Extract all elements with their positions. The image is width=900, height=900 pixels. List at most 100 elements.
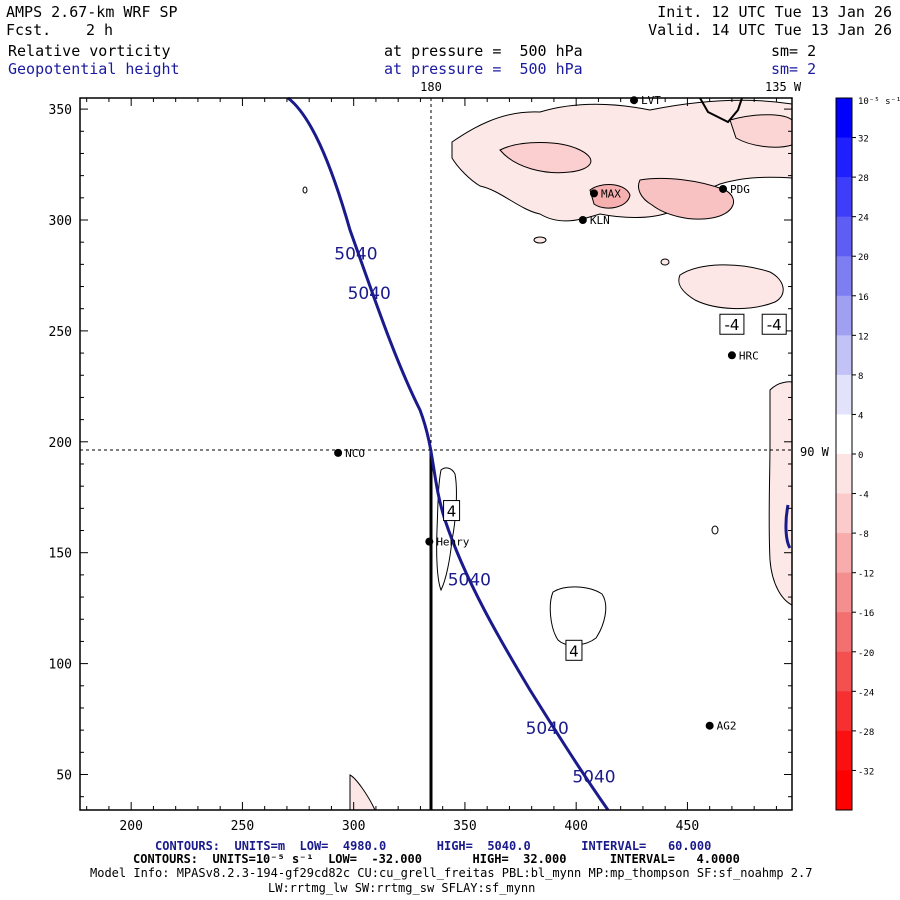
height-contour-5040 [287,96,610,811]
colorbar-band [836,730,852,771]
lon-90w-label: 90 W [800,445,830,459]
height-label: 5040 [334,244,377,264]
colorbar-band [836,374,852,415]
y-tick-label: 50 [56,769,72,784]
lon-180-label: 180 [420,80,442,94]
colorbar-tick-label: -28 [858,728,874,738]
y-tick-label: 350 [49,103,72,118]
valid-time: Valid. 14 UTC Tue 13 Jan 26 [648,21,892,39]
lon-135w-label: 135 W [765,80,802,94]
colorbar-band [836,770,852,811]
vorticity-label: 4 [569,642,579,660]
colorbar: 32 28 24 20 16 12 8 4 0 -4 -8 -12 -16 -20 -24 -28 -32 [835,97,874,811]
height-label: 5040 [572,768,615,788]
vorticity-label: -4 [767,316,782,334]
colorbar-tick-label: -16 [858,609,874,619]
colorbar-tick-label: 28 [858,174,869,184]
colorbar-tick-label: 20 [858,253,869,263]
vorticity-label: 4 [447,503,457,521]
field2-level: at pressure = 500 hPa [384,60,583,78]
y-tick-label: 250 [49,325,72,340]
vorticity-label-box [443,500,461,522]
height-label: 5040 [348,284,391,304]
colorbar-tick-label: 32 [858,135,869,145]
field2-name: Geopotential height [8,60,180,78]
coastline [699,97,743,124]
colorbar-tick-label: -24 [858,688,874,698]
height-label: 5040 [448,570,491,590]
x-axis: 200 250 300 350 400 450 [86,98,777,834]
colorbar-tick-label: 24 [858,214,869,224]
field1-name: Relative vorticity [8,42,171,60]
footer-height-contours: CONTOURS: UNITS=m LOW= 4980.0 HIGH= 5040… [155,839,712,853]
colorbar-tick-label: -8 [858,530,869,540]
colorbar-tick-label: 8 [858,372,863,382]
init-time: Init. 12 UTC Tue 13 Jan 26 [657,3,892,21]
colorbar-tick-label: -20 [858,649,874,659]
vorticity-label: -4 [724,316,739,334]
plot-frame [79,97,793,811]
station-label: NCO [345,447,365,460]
colorbar-tick-label: 4 [858,411,863,421]
colorbar-tick-label: 12 [858,332,869,342]
colorbar-band [836,651,852,692]
colorbar-band [836,612,852,653]
station-label: LVT [641,94,661,107]
station-dot [334,448,343,457]
colorbar-band [836,533,852,574]
colorbar-band [836,177,852,218]
forecast-hour: 2 h [86,21,114,39]
vorticity-label-box [565,639,583,661]
y-tick-label: 200 [49,436,72,451]
field2-smoothing: sm= 2 [771,60,817,78]
station-label: MAX [601,187,621,200]
station-label: KLN [590,214,610,227]
footer-vorticity-contours: CONTOURS: UNITS=10⁻⁵ s⁻¹ LOW= -32.000 HI… [133,852,740,866]
colorbar-band [836,256,852,297]
colorbar-band [836,335,852,376]
height-contour-labels: 5040 5040 5040 5040 5040 [334,244,615,787]
plot-area [80,98,792,810]
y-tick-label: 300 [49,214,72,229]
station-label: PDG [730,183,750,196]
station-dot [425,537,434,546]
x-tick-label: 200 [119,819,142,834]
colorbar-tick-label: -4 [858,491,869,501]
vorticity-contour-labels: 4 4 -4 -4 [443,313,787,661]
colorbar-band [836,414,852,455]
x-tick-label: 350 [453,819,476,834]
station-markers: NCO Henry KLN MAX PDG LVT HRC AG2 [334,94,759,733]
station-label: Henry [436,536,469,549]
y-tick-label: 150 [49,547,72,562]
colorbar-band [836,454,852,495]
station-dot [719,184,728,193]
field1-level: at pressure = 500 hPa [384,42,583,60]
vorticity-label-box [761,313,787,335]
station-dot [705,721,714,730]
colorbar-band [836,572,852,613]
x-tick-label: 400 [564,819,587,834]
colorbar-unit: 10⁻⁵ s⁻¹ [858,97,900,107]
model-title: AMPS 2.67-km WRF SP [6,3,178,21]
field1-smoothing: sm= 2 [771,42,817,60]
station-dot [578,215,587,224]
height-contour-edge [784,504,792,549]
station-dot [727,351,736,360]
x-tick-label: 300 [342,819,365,834]
height-label: 5040 [526,719,569,739]
colorbar-tick-label: 0 [858,451,863,461]
y-axis: 50 100 150 200 250 300 350 [49,103,792,798]
x-tick-label: 450 [676,819,699,834]
station-label: AG2 [717,720,737,733]
station-dot [630,96,639,105]
colorbar-band [836,691,852,732]
colorbar-band [836,295,852,336]
colorbar-tick-label: 16 [858,293,869,303]
station-label: HRC [739,349,759,362]
colorbar-band [836,137,852,178]
forecast-label: Fcst. [6,21,52,39]
x-tick-label: 250 [231,819,254,834]
colorbar-band [836,493,852,534]
vorticity-label-box [719,313,745,335]
